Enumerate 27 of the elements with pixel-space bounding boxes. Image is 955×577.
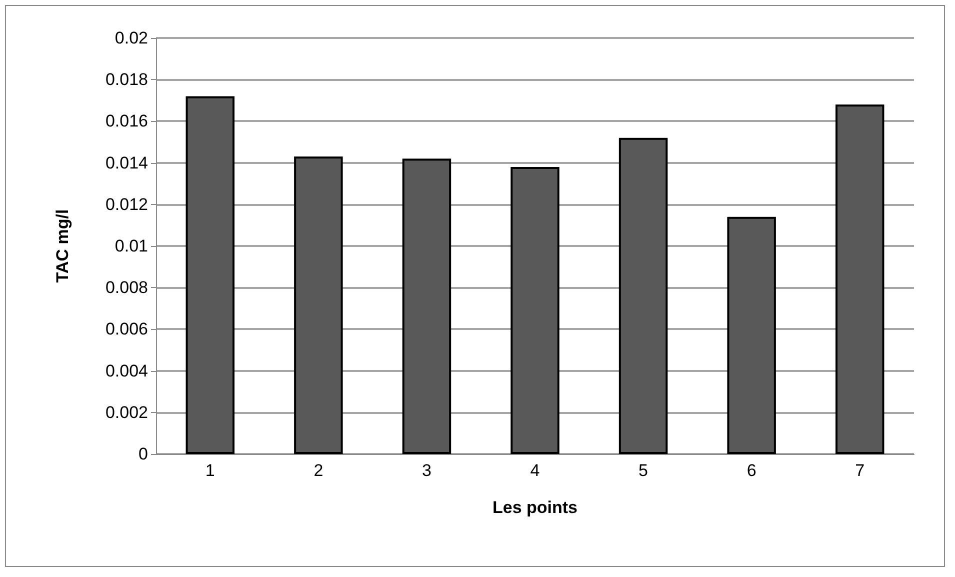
bar [618,138,668,454]
x-tick-label: 4 [530,461,540,480]
y-tick-label: 0.006 [105,320,148,339]
y-tick-label: 0.02 [114,28,148,48]
x-tick-label: 7 [855,461,865,480]
y-tick-label: 0.016 [105,112,148,131]
y-tick-label: 0.012 [105,194,148,214]
x-tick-label: 1 [205,461,215,480]
bar [727,216,776,454]
x-tick-label: 6 [746,461,756,480]
x-tick-label: 2 [314,461,324,480]
x-tick-label: 3 [422,461,432,480]
y-tick-label: 0.004 [105,361,148,380]
bar [402,158,452,454]
x-tick-label: 5 [638,461,648,480]
y-tick-label: 0.002 [105,402,148,422]
bar [186,96,235,454]
x-axis-title: Les points [492,498,578,517]
y-tick-label: 0.018 [105,70,148,90]
y-tick-label: 0.008 [105,278,148,298]
y-tick-label: 0.01 [114,236,148,256]
y-tick-label: 0.014 [105,153,148,172]
y-axis-title: TAC mg/l [53,209,72,283]
bar [835,104,884,454]
bar [294,156,343,454]
y-tick-label: 0 [138,444,148,464]
bar [510,166,560,454]
